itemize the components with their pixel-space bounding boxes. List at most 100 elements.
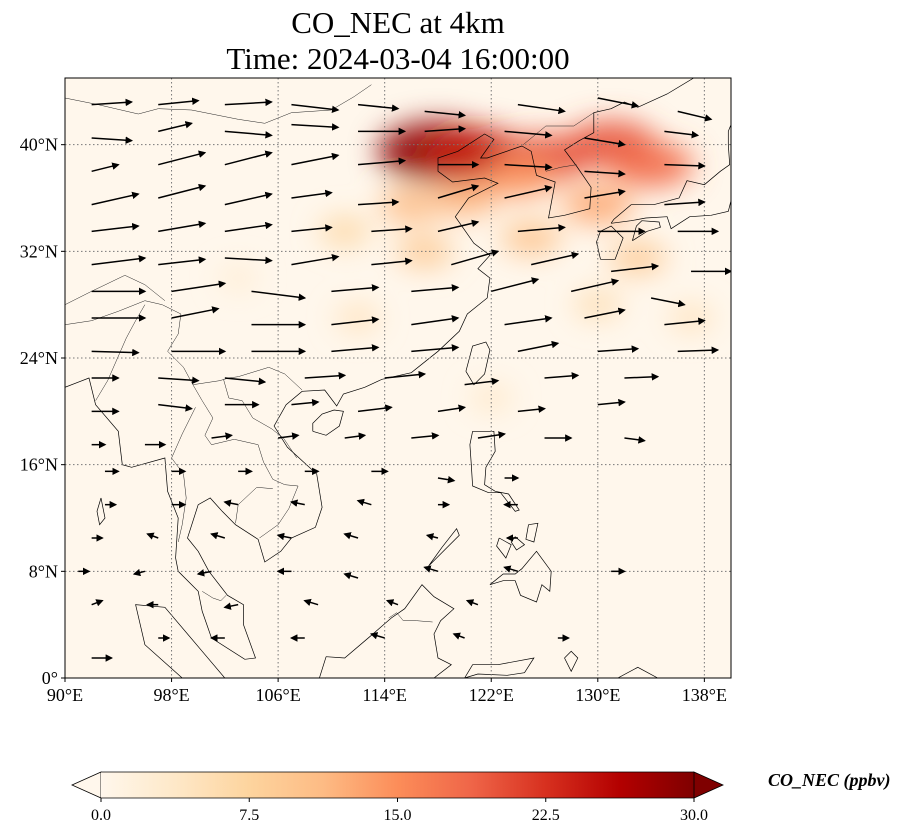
wind-vector xyxy=(664,130,700,139)
wind-vector xyxy=(91,348,140,357)
wind-vector xyxy=(196,569,212,577)
wind-vector xyxy=(344,432,367,440)
coastline xyxy=(65,78,694,660)
coastline xyxy=(135,604,226,678)
wind-vector xyxy=(276,532,292,541)
wind-vector xyxy=(650,297,686,308)
coastline xyxy=(465,341,491,386)
coastline xyxy=(564,650,579,673)
wind-vector xyxy=(210,532,226,540)
wind-vector xyxy=(91,255,147,266)
wind-vector xyxy=(91,98,134,107)
country-border xyxy=(523,112,594,145)
wind-vector xyxy=(303,598,319,606)
coastline xyxy=(469,430,520,512)
co-concentration-patch xyxy=(319,216,370,247)
wind-vector xyxy=(223,499,239,507)
wind-vector xyxy=(597,398,626,407)
wind-vector xyxy=(343,572,359,580)
coastline xyxy=(428,528,460,567)
wind-vector xyxy=(371,257,413,266)
wind-vector xyxy=(291,152,340,166)
wind-vector xyxy=(357,198,400,207)
coastlines xyxy=(65,78,731,678)
wind-vector xyxy=(385,599,399,607)
wind-vector xyxy=(477,431,507,439)
wind-vector xyxy=(158,183,207,199)
wind-vector xyxy=(369,632,385,640)
lon-tick-label: 106°E xyxy=(256,685,301,705)
colorbar-ramp xyxy=(101,772,694,798)
wind-vector xyxy=(624,436,646,444)
lat-tick-label: 32°N xyxy=(20,241,58,261)
wind-vector xyxy=(437,184,480,199)
wind-vector xyxy=(224,377,267,386)
wind-vector xyxy=(158,403,193,412)
lon-tick-label: 90°E xyxy=(47,685,83,705)
wind-vector xyxy=(531,251,580,266)
lat-tick-label: 40°N xyxy=(20,135,58,155)
wind-vector xyxy=(517,103,566,115)
wind-vector xyxy=(251,290,307,301)
coastline xyxy=(319,584,455,678)
wind-vector xyxy=(224,130,273,139)
country-border xyxy=(202,591,227,601)
wind-vector xyxy=(411,344,460,353)
colorbar-tick-label: 30.0 xyxy=(680,807,708,824)
coastline xyxy=(525,522,539,543)
lat-tick-label: 16°N xyxy=(20,455,58,475)
wind-vector xyxy=(437,404,467,413)
colorbar-tick-label: 22.5 xyxy=(532,807,560,824)
wind-vector xyxy=(570,278,620,293)
colorbar-label: CO_NEC (ppbv) xyxy=(768,770,891,790)
wind-vector xyxy=(146,532,159,540)
coastline xyxy=(617,666,658,678)
wind-vector xyxy=(223,602,239,610)
wind-vector xyxy=(331,316,380,326)
wind-vector xyxy=(664,162,706,170)
wind-vector xyxy=(278,432,300,440)
wind-vector xyxy=(624,373,660,381)
wind-vector xyxy=(357,404,393,413)
wind-vector xyxy=(677,110,713,122)
wind-vector xyxy=(331,284,380,293)
wind-vector xyxy=(437,475,456,484)
wind-vector xyxy=(664,198,706,207)
wind-vector xyxy=(425,533,439,541)
lat-tick-label: 8°N xyxy=(29,561,58,581)
wind-vector xyxy=(291,254,340,266)
co-concentration-patch xyxy=(336,304,381,332)
wind-vector xyxy=(504,130,553,139)
wind-vector xyxy=(291,224,333,233)
wind-vector xyxy=(384,370,427,379)
wind-vector xyxy=(584,137,626,148)
wind-vector xyxy=(158,150,207,166)
wind-vector xyxy=(291,123,340,131)
country-border xyxy=(388,612,433,623)
wind-vector xyxy=(424,125,467,133)
co-concentration-patch xyxy=(574,290,622,319)
co-concentration-field xyxy=(219,120,714,411)
wind-vector xyxy=(91,136,134,145)
coastline xyxy=(730,97,731,112)
wind-vector xyxy=(158,97,200,106)
wind-vector xyxy=(291,398,320,407)
wind-vector xyxy=(451,249,500,266)
wind-vector xyxy=(517,405,546,414)
coastline xyxy=(489,550,552,603)
colorbar: 0.0 7.5 15.0 22.5 30.0 xyxy=(71,771,724,824)
country-border xyxy=(65,275,166,305)
map-title: CO_NEC at 4km xyxy=(291,5,505,40)
wind-vector xyxy=(224,98,273,107)
wind-vector xyxy=(677,346,720,354)
wind-vector xyxy=(357,157,407,166)
co-concentration-patch xyxy=(431,179,498,217)
wind-vector xyxy=(504,185,553,199)
coastline xyxy=(96,497,106,526)
wind-vector xyxy=(423,565,439,573)
wind-vector xyxy=(411,284,460,293)
lat-tick-label: 24°N xyxy=(20,348,58,368)
co-concentration-patch xyxy=(379,186,443,223)
longitude-axis: 90°E 98°E 106°E 114°E 122°E 130°E 138°E xyxy=(47,678,727,705)
